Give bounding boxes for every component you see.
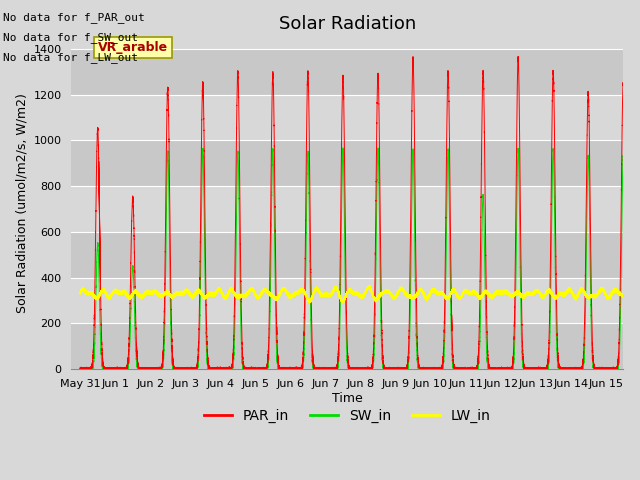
Bar [72,95,623,140]
Legend: PAR_in, SW_in, LW_in: PAR_in, SW_in, LW_in [198,403,496,429]
Bar [72,232,623,277]
Y-axis label: Solar Radiation (umol/m2/s, W/m2): Solar Radiation (umol/m2/s, W/m2) [15,93,28,313]
Bar [72,324,623,369]
Text: No data for f_LW_out: No data for f_LW_out [3,52,138,63]
Text: VR_arable: VR_arable [98,41,168,54]
Bar [72,140,623,186]
X-axis label: Time: Time [332,392,363,405]
Bar [72,277,623,324]
Bar [72,49,623,95]
Text: No data for f_SW_out: No data for f_SW_out [3,32,138,43]
Bar [72,186,623,232]
Title: Solar Radiation: Solar Radiation [278,15,416,33]
Text: No data for f_PAR_out: No data for f_PAR_out [3,12,145,23]
